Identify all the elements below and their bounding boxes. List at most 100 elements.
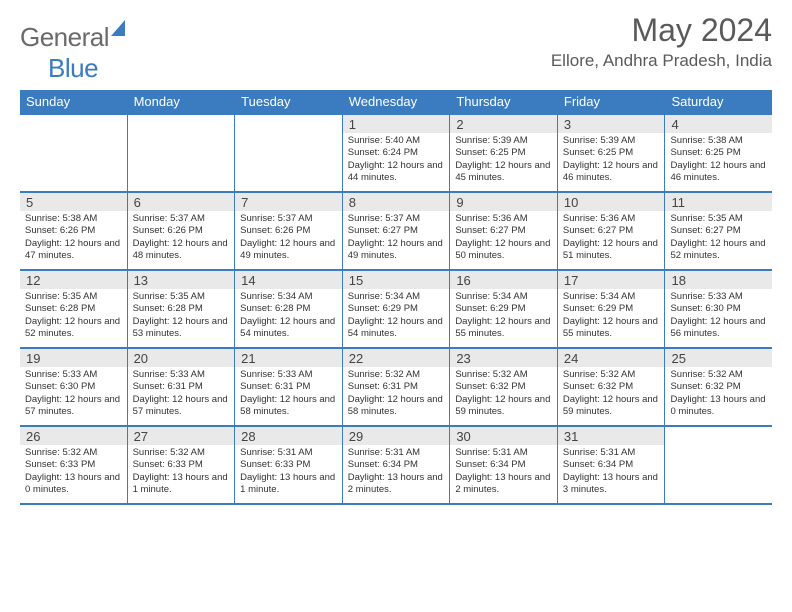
day-number: 16	[450, 271, 557, 289]
day-body: Sunrise: 5:36 AMSunset: 6:27 PMDaylight:…	[558, 211, 665, 269]
day-number: 11	[665, 193, 772, 211]
day-body: Sunrise: 5:37 AMSunset: 6:27 PMDaylight:…	[343, 211, 450, 269]
calendar-cell: 23Sunrise: 5:32 AMSunset: 6:32 PMDayligh…	[449, 349, 557, 425]
day-body: Sunrise: 5:33 AMSunset: 6:30 PMDaylight:…	[20, 367, 127, 425]
calendar-week-row: 5Sunrise: 5:38 AMSunset: 6:26 PMDaylight…	[20, 192, 772, 270]
calendar-cell: 22Sunrise: 5:32 AMSunset: 6:31 PMDayligh…	[342, 349, 450, 425]
day-body: Sunrise: 5:36 AMSunset: 6:27 PMDaylight:…	[450, 211, 557, 269]
day-body: Sunrise: 5:34 AMSunset: 6:29 PMDaylight:…	[558, 289, 665, 347]
day-number: 30	[450, 427, 557, 445]
logo: General Blue	[20, 20, 125, 84]
day-body: Sunrise: 5:31 AMSunset: 6:33 PMDaylight:…	[235, 445, 342, 503]
day-header: Saturday	[664, 90, 772, 113]
day-number: 27	[128, 427, 235, 445]
day-header: Friday	[557, 90, 665, 113]
day-number: 15	[343, 271, 450, 289]
day-number	[20, 115, 127, 133]
day-number	[665, 427, 772, 445]
calendar-cell: 24Sunrise: 5:32 AMSunset: 6:32 PMDayligh…	[557, 349, 665, 425]
calendar-cell: 13Sunrise: 5:35 AMSunset: 6:28 PMDayligh…	[127, 271, 235, 347]
day-body: Sunrise: 5:38 AMSunset: 6:25 PMDaylight:…	[665, 133, 772, 191]
day-number: 17	[558, 271, 665, 289]
page-title: May 2024	[551, 12, 772, 49]
day-number: 25	[665, 349, 772, 367]
day-body: Sunrise: 5:31 AMSunset: 6:34 PMDaylight:…	[450, 445, 557, 503]
day-header: Monday	[127, 90, 235, 113]
day-body: Sunrise: 5:34 AMSunset: 6:29 PMDaylight:…	[450, 289, 557, 347]
day-body: Sunrise: 5:32 AMSunset: 6:33 PMDaylight:…	[128, 445, 235, 503]
day-header: Tuesday	[234, 90, 342, 113]
day-header: Wednesday	[342, 90, 450, 113]
calendar-header-row: SundayMondayTuesdayWednesdayThursdayFrid…	[20, 90, 772, 113]
day-number: 14	[235, 271, 342, 289]
calendar-cell: 6Sunrise: 5:37 AMSunset: 6:26 PMDaylight…	[127, 193, 235, 269]
calendar-cell	[234, 115, 342, 191]
day-header: Thursday	[449, 90, 557, 113]
day-body: Sunrise: 5:32 AMSunset: 6:32 PMDaylight:…	[558, 367, 665, 425]
calendar-cell: 2Sunrise: 5:39 AMSunset: 6:25 PMDaylight…	[449, 115, 557, 191]
day-body: Sunrise: 5:32 AMSunset: 6:31 PMDaylight:…	[343, 367, 450, 425]
calendar-week-row: 19Sunrise: 5:33 AMSunset: 6:30 PMDayligh…	[20, 348, 772, 426]
day-body: Sunrise: 5:37 AMSunset: 6:26 PMDaylight:…	[235, 211, 342, 269]
calendar-cell: 19Sunrise: 5:33 AMSunset: 6:30 PMDayligh…	[20, 349, 127, 425]
logo-triangle-icon	[111, 20, 125, 36]
calendar-cell: 5Sunrise: 5:38 AMSunset: 6:26 PMDaylight…	[20, 193, 127, 269]
day-body: Sunrise: 5:35 AMSunset: 6:27 PMDaylight:…	[665, 211, 772, 269]
day-body: Sunrise: 5:38 AMSunset: 6:26 PMDaylight:…	[20, 211, 127, 269]
day-number: 29	[343, 427, 450, 445]
calendar-week-row: 26Sunrise: 5:32 AMSunset: 6:33 PMDayligh…	[20, 426, 772, 505]
calendar-cell: 3Sunrise: 5:39 AMSunset: 6:25 PMDaylight…	[557, 115, 665, 191]
day-number: 12	[20, 271, 127, 289]
day-body: Sunrise: 5:40 AMSunset: 6:24 PMDaylight:…	[343, 133, 450, 191]
day-number: 10	[558, 193, 665, 211]
day-number: 8	[343, 193, 450, 211]
calendar-cell: 7Sunrise: 5:37 AMSunset: 6:26 PMDaylight…	[234, 193, 342, 269]
calendar-cell: 17Sunrise: 5:34 AMSunset: 6:29 PMDayligh…	[557, 271, 665, 347]
day-body	[20, 133, 127, 191]
day-number: 18	[665, 271, 772, 289]
calendar-page: General Blue May 2024 Ellore, Andhra Pra…	[0, 0, 792, 525]
day-number: 24	[558, 349, 665, 367]
calendar-cell: 1Sunrise: 5:40 AMSunset: 6:24 PMDaylight…	[342, 115, 450, 191]
day-body	[235, 133, 342, 191]
calendar-cell: 16Sunrise: 5:34 AMSunset: 6:29 PMDayligh…	[449, 271, 557, 347]
day-body: Sunrise: 5:33 AMSunset: 6:31 PMDaylight:…	[235, 367, 342, 425]
day-number: 9	[450, 193, 557, 211]
calendar-cell: 28Sunrise: 5:31 AMSunset: 6:33 PMDayligh…	[234, 427, 342, 503]
calendar-cell: 15Sunrise: 5:34 AMSunset: 6:29 PMDayligh…	[342, 271, 450, 347]
day-number: 20	[128, 349, 235, 367]
day-number: 5	[20, 193, 127, 211]
header: General Blue May 2024 Ellore, Andhra Pra…	[20, 12, 772, 84]
day-body: Sunrise: 5:39 AMSunset: 6:25 PMDaylight:…	[450, 133, 557, 191]
day-body	[128, 133, 235, 191]
day-number	[235, 115, 342, 133]
day-number: 22	[343, 349, 450, 367]
day-number: 6	[128, 193, 235, 211]
day-number: 7	[235, 193, 342, 211]
calendar-cell: 8Sunrise: 5:37 AMSunset: 6:27 PMDaylight…	[342, 193, 450, 269]
logo-word1: General	[20, 22, 109, 52]
day-body: Sunrise: 5:32 AMSunset: 6:32 PMDaylight:…	[450, 367, 557, 425]
day-number: 3	[558, 115, 665, 133]
day-body: Sunrise: 5:32 AMSunset: 6:33 PMDaylight:…	[20, 445, 127, 503]
day-body: Sunrise: 5:33 AMSunset: 6:30 PMDaylight:…	[665, 289, 772, 347]
calendar-cell: 29Sunrise: 5:31 AMSunset: 6:34 PMDayligh…	[342, 427, 450, 503]
day-number: 28	[235, 427, 342, 445]
calendar-week-row: 1Sunrise: 5:40 AMSunset: 6:24 PMDaylight…	[20, 113, 772, 192]
logo-text: General Blue	[20, 20, 125, 84]
calendar-cell: 18Sunrise: 5:33 AMSunset: 6:30 PMDayligh…	[664, 271, 772, 347]
day-body	[665, 445, 772, 503]
calendar-cell: 11Sunrise: 5:35 AMSunset: 6:27 PMDayligh…	[664, 193, 772, 269]
day-number: 23	[450, 349, 557, 367]
day-body: Sunrise: 5:33 AMSunset: 6:31 PMDaylight:…	[128, 367, 235, 425]
day-body: Sunrise: 5:35 AMSunset: 6:28 PMDaylight:…	[128, 289, 235, 347]
day-number: 1	[343, 115, 450, 133]
calendar-cell	[664, 427, 772, 503]
calendar-cell: 4Sunrise: 5:38 AMSunset: 6:25 PMDaylight…	[664, 115, 772, 191]
calendar-cell: 21Sunrise: 5:33 AMSunset: 6:31 PMDayligh…	[234, 349, 342, 425]
day-number: 26	[20, 427, 127, 445]
day-header: Sunday	[20, 90, 127, 113]
logo-word2: Blue	[48, 53, 98, 83]
calendar-cell: 26Sunrise: 5:32 AMSunset: 6:33 PMDayligh…	[20, 427, 127, 503]
calendar-cell: 30Sunrise: 5:31 AMSunset: 6:34 PMDayligh…	[449, 427, 557, 503]
